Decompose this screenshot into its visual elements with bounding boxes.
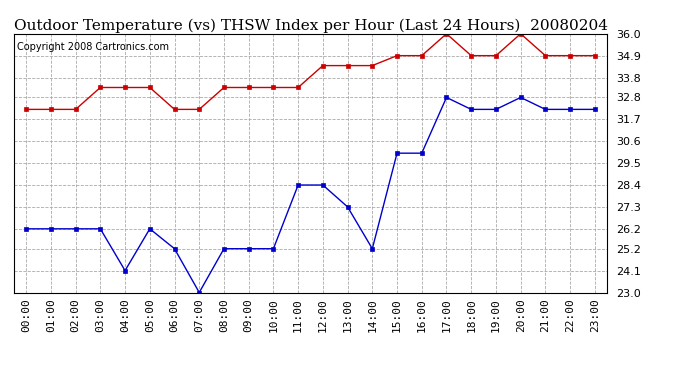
Text: Copyright 2008 Cartronics.com: Copyright 2008 Cartronics.com: [17, 42, 169, 51]
Title: Outdoor Temperature (vs) THSW Index per Hour (Last 24 Hours)  20080204: Outdoor Temperature (vs) THSW Index per …: [14, 18, 607, 33]
